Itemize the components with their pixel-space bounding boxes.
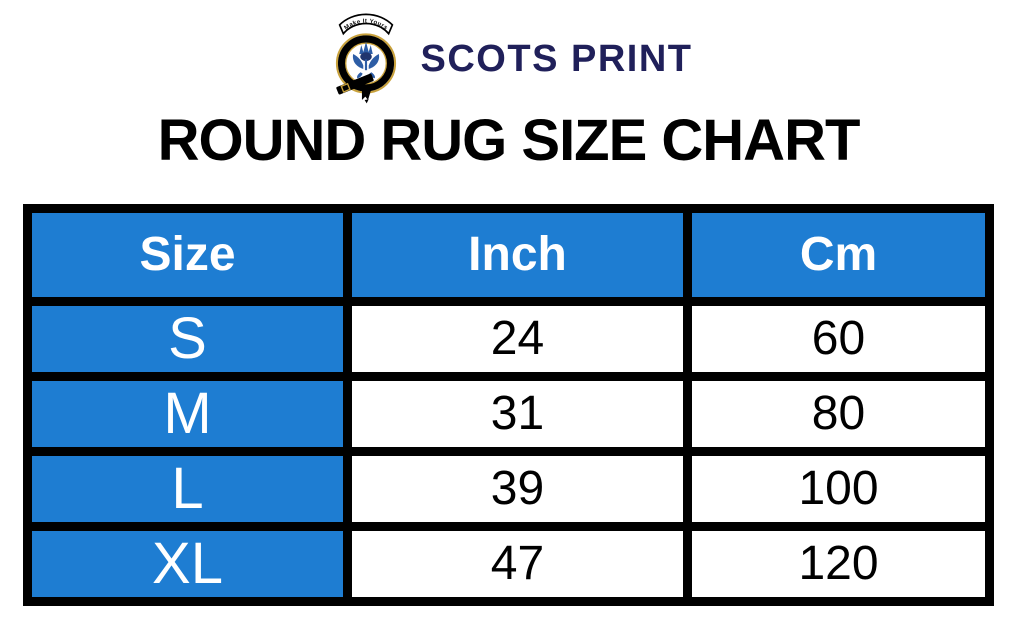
cm-value: 60 (683, 297, 994, 381)
inch-value: 31 (343, 372, 692, 456)
brand-name: SCOTS PRINT (420, 37, 693, 80)
inch-value: 24 (343, 297, 692, 381)
brand-header: Make It Yours (0, 0, 1017, 106)
size-label: L (23, 447, 352, 531)
table-row: M 31 80 (23, 372, 994, 456)
table-row: S 24 60 (23, 297, 994, 381)
header-row: Size Inch Cm (23, 204, 994, 306)
table-row: L 39 100 (23, 447, 994, 531)
scots-print-crest-icon: Make It Yours (335, 13, 396, 104)
size-label: S (23, 297, 352, 381)
page-title: ROUND RUG SIZE CHART (157, 108, 861, 173)
banner-ribbon: Make It Yours (338, 13, 393, 36)
table-row: XL 47 120 (23, 522, 994, 606)
column-header-cm: Cm (683, 204, 994, 306)
buckle-strap (335, 73, 374, 104)
size-label: M (23, 372, 352, 456)
inch-value: 39 (343, 447, 692, 531)
column-header-inch: Inch (343, 204, 692, 306)
inch-value: 47 (343, 522, 692, 606)
column-header-size: Size (23, 204, 352, 306)
size-label: XL (23, 522, 352, 606)
cm-value: 120 (683, 522, 994, 606)
cm-value: 80 (683, 372, 994, 456)
cm-value: 100 (683, 447, 994, 531)
thistle-icon (352, 41, 379, 79)
size-chart-table: Size Inch Cm S 24 60 M 31 80 L 39 100 (23, 204, 994, 606)
